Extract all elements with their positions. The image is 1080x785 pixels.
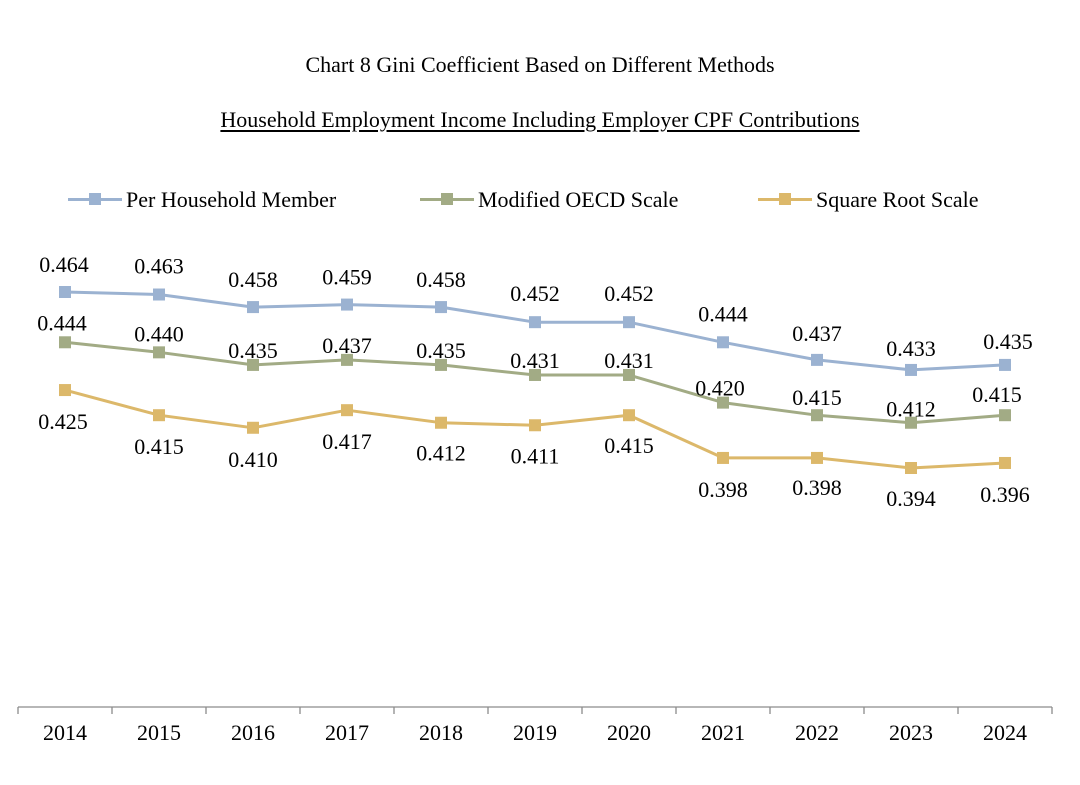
data-point-marker: [717, 451, 729, 464]
x-tick-label: 2016: [231, 720, 275, 745]
legend-label: Per Household Member: [126, 187, 337, 212]
data-label: 0.415: [972, 382, 1022, 407]
data-point-marker: [153, 346, 165, 359]
data-label: 0.410: [228, 447, 278, 472]
data-point-marker: [435, 358, 447, 371]
data-point-marker: [529, 316, 541, 329]
data-label: 0.435: [983, 329, 1033, 354]
x-tick-label: 2020: [607, 720, 651, 745]
data-label: 0.398: [792, 475, 842, 500]
data-label: 0.415: [604, 433, 654, 458]
data-label: 0.415: [792, 385, 842, 410]
data-point-marker: [247, 301, 259, 314]
data-point-marker: [341, 353, 353, 366]
legend-swatch-per-household-member: [68, 186, 122, 214]
legend-item-per-household-member: Per Household Member: [68, 186, 336, 214]
x-tick-label: 2014: [43, 720, 87, 745]
data-label: 0.412: [886, 397, 936, 422]
data-point-marker: [999, 358, 1011, 371]
data-label: 0.464: [39, 252, 89, 277]
data-point-marker: [153, 409, 165, 422]
data-point-marker: [341, 298, 353, 311]
data-point-marker: [341, 404, 353, 417]
legend-label: Square Root Scale: [816, 187, 979, 212]
data-label: 0.452: [510, 281, 560, 306]
data-label: 0.444: [37, 310, 87, 335]
data-point-marker: [623, 409, 635, 422]
data-point-marker: [811, 451, 823, 464]
x-tick-label: 2017: [325, 720, 369, 745]
data-label: 0.459: [322, 265, 372, 290]
data-point-marker: [999, 456, 1011, 469]
data-label: 0.433: [886, 336, 936, 361]
data-point-marker: [623, 368, 635, 381]
data-point-marker: [59, 286, 71, 298]
data-point-marker: [717, 396, 729, 409]
data-label: 0.420: [695, 376, 745, 401]
data-label: 0.463: [134, 254, 184, 279]
legend-marker: [779, 193, 791, 205]
data-point-marker: [529, 419, 541, 432]
data-point-marker: [905, 363, 917, 376]
data-point-marker: [905, 462, 917, 474]
data-label: 0.412: [416, 441, 466, 466]
data-label: 0.417: [322, 429, 372, 454]
legend-marker: [89, 193, 101, 205]
data-point-marker: [717, 336, 729, 349]
data-point-marker: [999, 409, 1011, 422]
data-label: 0.398: [698, 477, 748, 502]
data-label: 0.425: [38, 409, 88, 434]
data-label: 0.415: [134, 434, 184, 459]
data-point-marker: [435, 301, 447, 314]
data-point-marker: [623, 316, 635, 329]
data-point-marker: [905, 416, 917, 429]
legend-swatch-square-root-scale: [758, 186, 812, 214]
legend-item-square-root-scale: Square Root Scale: [758, 186, 979, 214]
data-label: 0.396: [980, 482, 1030, 507]
data-label: 0.394: [886, 486, 936, 511]
data-label: 0.437: [792, 321, 842, 346]
x-axis: 2014 2015 2016 2017 2018 2019 2020 2021 2022 2023…: [17, 706, 1053, 745]
legend-marker: [441, 193, 453, 205]
x-tick-label: 2021: [701, 720, 745, 745]
data-label: 0.411: [511, 443, 560, 468]
data-point-marker: [247, 358, 259, 371]
data-label: 0.458: [416, 267, 466, 292]
data-point-marker: [435, 416, 447, 429]
x-tick-label: 2019: [513, 720, 557, 745]
data-label: 0.435: [228, 338, 278, 363]
x-tick-label: 2023: [889, 720, 933, 745]
legend-item-modified-oecd-scale: Modified OECD Scale: [420, 186, 678, 214]
data-label: 0.431: [510, 348, 560, 373]
data-point-marker: [59, 384, 71, 397]
data-point-marker: [811, 409, 823, 422]
data-label: 0.452: [604, 281, 654, 306]
data-label: 0.444: [698, 301, 748, 326]
data-point-marker: [247, 421, 259, 434]
x-tick-label: 2015: [137, 720, 181, 745]
legend-swatch-modified-oecd-scale: [420, 186, 474, 214]
series-layer: [59, 286, 1011, 474]
data-point-marker: [59, 336, 71, 349]
chart-subtitle: Household Employment Income Including Em…: [0, 107, 1080, 133]
x-tick-label: 2024: [983, 720, 1027, 745]
data-label: 0.440: [134, 321, 184, 346]
chart-title: Chart 8 Gini Coefficient Based on Differ…: [305, 52, 775, 77]
data-point-marker: [811, 353, 823, 366]
x-tick-label: 2018: [419, 720, 463, 745]
data-label: 0.431: [604, 348, 654, 373]
chart-subtitle-text: Household Employment Income Including Em…: [220, 107, 860, 132]
x-tick-label: 2022: [795, 720, 839, 745]
legend-label: Modified OECD Scale: [478, 187, 679, 212]
data-label: 0.435: [416, 338, 466, 363]
data-point-marker: [153, 288, 165, 301]
data-label: 0.437: [322, 333, 372, 358]
data-label: 0.458: [228, 267, 278, 292]
data-labels-layer: 0.464 0.463 0.458 0.459 0.458 0.452 0.452 0.444…: [37, 252, 1033, 511]
data-point-marker: [529, 368, 541, 381]
